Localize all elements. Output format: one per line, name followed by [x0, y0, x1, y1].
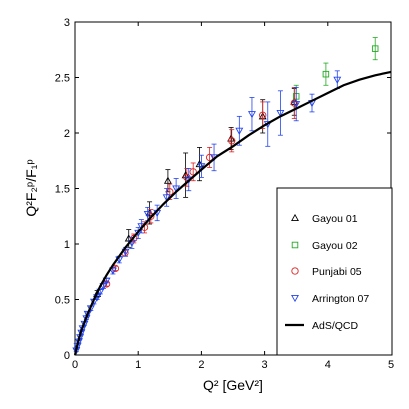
legend-label: Arrington 07 — [312, 293, 369, 305]
legend-entry: Gayou 01 — [291, 213, 358, 225]
x-tick-labels: 0 1 2 3 4 5 — [72, 359, 394, 371]
x-axis-title: Q² [GeV²] — [203, 377, 263, 393]
data-point — [162, 194, 171, 202]
data-point — [189, 168, 197, 176]
x-tick-label: 1 — [135, 359, 141, 371]
data-point — [333, 76, 342, 84]
y-tick-label: 3 — [64, 17, 70, 29]
data-point — [163, 176, 172, 184]
legend-entry: AdS/QCD — [285, 320, 359, 332]
data-point — [228, 137, 236, 145]
data-point — [259, 111, 267, 119]
data-point — [197, 163, 206, 171]
series-ads-qcd — [73, 70, 392, 356]
data-point — [290, 99, 298, 107]
y-tick-labels: 0 0.5 1 1.5 2 2.5 3 — [55, 17, 70, 362]
data-marks — [72, 37, 392, 356]
data-point — [322, 70, 330, 78]
legend-label: Gayou 01 — [312, 213, 358, 225]
data-point — [108, 267, 117, 275]
x-tick-label: 0 — [72, 359, 78, 371]
x-tick-label: 4 — [325, 359, 331, 371]
legend: Gayou 01 Gayou 02 Punjabi 05 Arrington 07 Ad… — [276, 187, 393, 356]
data-point — [235, 127, 244, 135]
data-point — [371, 45, 379, 52]
data-point — [247, 111, 256, 119]
legend-marker — [291, 241, 299, 249]
legend-label: Gayou 02 — [312, 240, 358, 252]
legend-label: Punjabi 05 — [312, 266, 362, 278]
legend-entry: Gayou 02 — [291, 240, 358, 252]
data-point — [292, 101, 301, 109]
series-punjabi-05 — [102, 87, 298, 288]
legend-marker — [291, 294, 299, 303]
ads-qcd-curve — [73, 70, 392, 356]
x-tick-label: 5 — [388, 359, 394, 371]
y-axis-title: Q²F₂ᵖ/F₁ᵖ — [23, 159, 39, 216]
y-tick-label: 0.5 — [55, 295, 70, 307]
y-tick-label: 0 — [64, 350, 70, 362]
y-tick-label: 1 — [64, 239, 70, 251]
data-point — [172, 185, 181, 193]
data-point — [102, 277, 111, 285]
legend-entry: Arrington 07 — [291, 293, 369, 305]
data-point — [99, 283, 108, 291]
legend-marker — [291, 267, 299, 275]
y-tick-label: 2.5 — [55, 73, 70, 85]
legend-box — [276, 187, 393, 356]
legend-entry: Punjabi 05 — [291, 266, 362, 278]
data-point — [205, 153, 214, 162]
x-tick-label: 2 — [198, 359, 204, 371]
legend-label: AdS/QCD — [312, 320, 359, 332]
x-tick-label: 3 — [262, 359, 268, 371]
data-point — [276, 110, 285, 118]
y-tick-label: 1.5 — [55, 184, 70, 196]
legend-marker — [291, 213, 299, 222]
y-tick-label: 2 — [64, 128, 70, 140]
data-point — [143, 211, 152, 219]
